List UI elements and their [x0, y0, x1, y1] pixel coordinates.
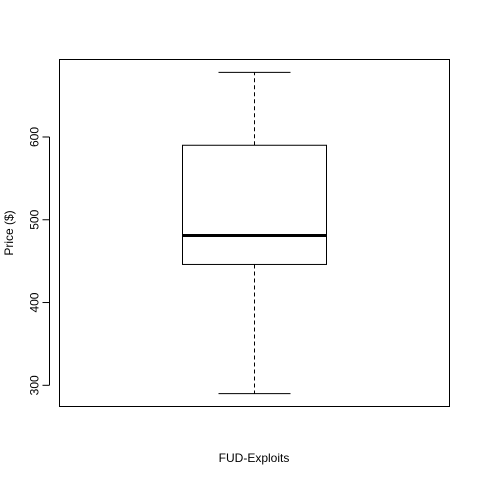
x-axis-label: FUD-Exploits	[219, 451, 290, 465]
y-axis-label: Price ($)	[2, 210, 16, 255]
y-axis: 300 400 500 600	[28, 127, 50, 395]
y-tick-label: 600	[28, 127, 42, 147]
box-group	[182, 71, 327, 395]
y-tick-label: 400	[28, 292, 42, 312]
y-tick-label: 300	[28, 375, 42, 395]
y-tick-label: 500	[28, 209, 42, 229]
plot-frame	[59, 59, 450, 407]
iqr-box	[182, 144, 327, 265]
